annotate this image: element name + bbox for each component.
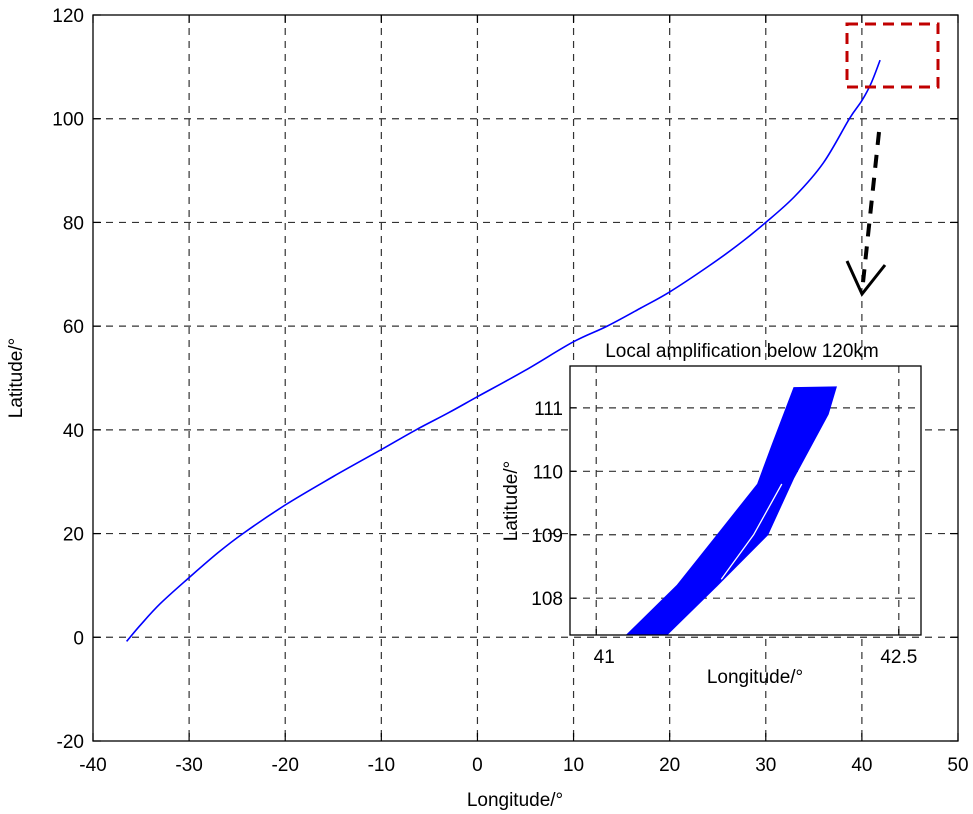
x-tick-label: 30 <box>755 755 776 776</box>
inset-frame <box>569 365 922 636</box>
inset-y-tick-label: 111 <box>534 399 563 420</box>
x-tick-label: -30 <box>175 755 202 776</box>
inset-band-gap <box>720 483 783 580</box>
y-tick-label: 20 <box>63 525 84 546</box>
inset-title: Local amplification below 120km <box>605 341 879 362</box>
y-axis-title: Latitude/° <box>6 338 27 419</box>
inset-ticks <box>570 407 900 635</box>
y-tick-label: -20 <box>57 732 84 753</box>
inset-y-tick-label: 108 <box>531 589 563 610</box>
main-plot-frame <box>92 14 959 742</box>
inset-x-axis-title: Longitude/° <box>707 667 803 688</box>
x-tick-label: 40 <box>851 755 872 776</box>
x-axis-title: Longitude/° <box>467 790 563 811</box>
y-tick-label: 120 <box>52 6 84 27</box>
y-tick-label: 80 <box>63 213 84 234</box>
arrow-shaft <box>860 131 881 293</box>
inset-trajectory-band <box>625 386 837 636</box>
main-ticks <box>92 14 959 742</box>
highlight-region-box <box>845 22 940 89</box>
x-tick-label: 20 <box>659 755 680 776</box>
inset-y-tick-label: 109 <box>531 526 563 547</box>
inset-x-tick-label: 41 <box>594 647 615 668</box>
y-tick-label: 100 <box>52 110 84 131</box>
inset-plot: Local amplification below 120km 41 42.5 1… <box>501 341 922 688</box>
x-tick-label: -40 <box>79 755 106 776</box>
x-tick-label: 10 <box>563 755 584 776</box>
x-tick-label: -10 <box>368 755 395 776</box>
inset-y-axis-title: Latitude/° <box>501 461 522 542</box>
inset-y-tick-label: 110 <box>533 462 563 483</box>
inset-x-tick-label: 42.5 <box>880 647 917 668</box>
zoom-arrow <box>845 131 887 297</box>
inset-y-tick-labels: 108 109 110 111 <box>531 399 563 610</box>
y-tick-label: 0 <box>73 628 84 649</box>
inset-x-tick-labels: 41 42.5 <box>594 647 918 668</box>
x-tick-label: 50 <box>947 755 968 776</box>
arrow-head-icon <box>845 260 887 297</box>
trajectory-line <box>125 59 881 642</box>
y-tick-label: 60 <box>63 317 84 338</box>
x-tick-label: -20 <box>271 755 298 776</box>
main-x-tick-labels: -40 -30 -20 -10 0 10 20 30 40 50 <box>79 755 968 776</box>
y-tick-label: 40 <box>63 421 84 442</box>
x-tick-label: 0 <box>472 755 483 776</box>
main-y-tick-labels: -20 0 20 40 60 80 100 120 <box>52 6 84 753</box>
